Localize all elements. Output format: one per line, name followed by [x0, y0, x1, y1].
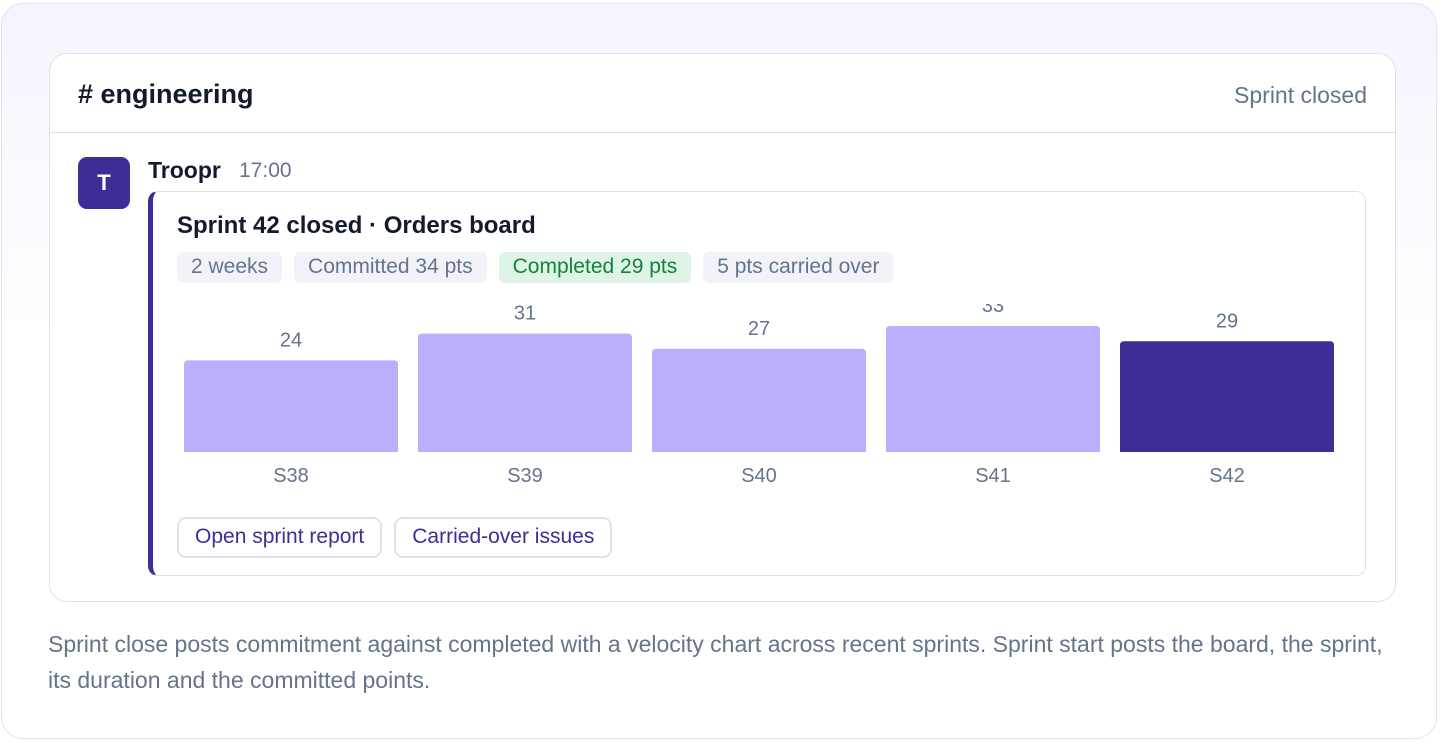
button[interactable]: Open sprint report — [177, 517, 383, 558]
bar — [886, 326, 1100, 452]
chip: Committed 34 pts — [294, 252, 487, 283]
status: Sprint closed — [1234, 82, 1367, 108]
bar — [418, 333, 632, 452]
timestamp: 17:00 — [239, 159, 292, 182]
x-tick-label: S40 — [741, 465, 777, 487]
chip: 5 pts carried over — [703, 252, 894, 283]
frame: # engineering Sprint closed T Troopr 17:… — [1, 3, 1437, 739]
x-tick-label: S38 — [273, 465, 309, 487]
chip: 2 weeks — [177, 252, 283, 283]
x-tick-label: S41 — [975, 465, 1011, 487]
author: Troopr — [148, 157, 221, 183]
buttons: Open sprint report Carried-over issues — [177, 517, 613, 558]
avatar: T — [78, 157, 130, 209]
value-label: 27 — [748, 318, 770, 340]
chip: Completed 29 pts — [498, 252, 692, 283]
button[interactable]: Carried-over issues — [394, 517, 613, 558]
channel-name: # engineering — [78, 79, 254, 109]
message-panel: # engineering Sprint closed T Troopr 17:… — [49, 53, 1396, 602]
bar — [652, 348, 866, 452]
velocity-chart: 24 S38 31 S39 27 S40 33 S41 29 S42 — [184, 304, 1334, 487]
chips: 2 weeks Committed 34 pts Completed 29 pt… — [177, 252, 894, 283]
card-title: Sprint 42 closed · Orders board — [177, 212, 536, 239]
caption: Sprint close posts commitment against co… — [48, 631, 1383, 693]
sprint-card: Sprint 42 closed · Orders board 2 weeks … — [148, 191, 1366, 576]
panel-header: # engineering Sprint closed — [50, 54, 1395, 133]
value-label: 33 — [982, 304, 1004, 317]
x-tick-label: S42 — [1209, 465, 1245, 487]
bar — [1120, 341, 1334, 452]
value-label: 29 — [1216, 310, 1238, 332]
bar — [184, 360, 398, 452]
value-label: 31 — [514, 304, 536, 325]
x-tick-label: S39 — [507, 465, 543, 487]
value-label: 24 — [280, 329, 302, 351]
